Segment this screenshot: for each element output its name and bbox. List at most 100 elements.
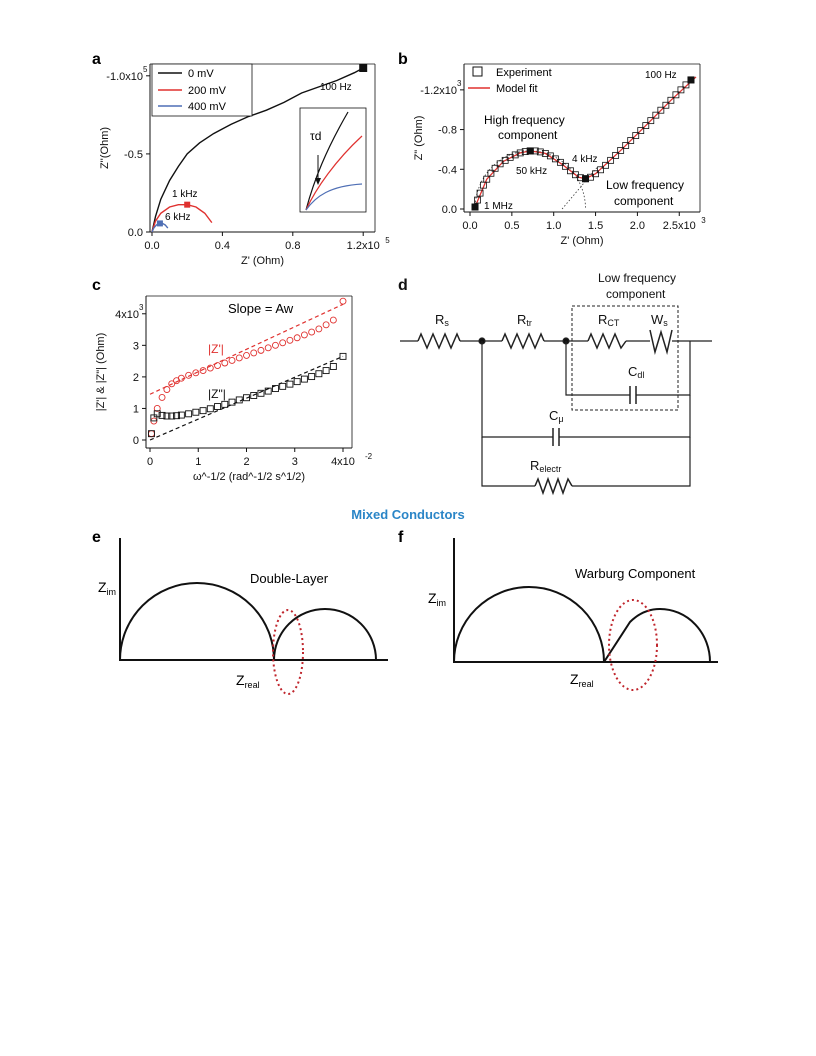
panel-c-zimag-point [308, 373, 316, 381]
panel-c-zreal-point [300, 331, 308, 339]
legend-swatch-experiment [472, 66, 483, 77]
panel-c-zreal-point [257, 346, 265, 354]
inset-line-400mv [305, 183, 363, 211]
panel-a-x-tick-label: 0.8 [285, 240, 300, 252]
panel-b-experiment-point [652, 111, 660, 119]
legend-entry-0mv: 0 mV [188, 68, 214, 80]
panel-c-zreal-point [206, 364, 214, 372]
panel-b-x-exponent: 3 [701, 216, 706, 225]
panel-b-y-exponent: 3 [457, 79, 462, 88]
panel-c-zreal-point [158, 393, 166, 401]
panel-b-marker-4khz [582, 175, 590, 183]
panel-a-marker-6khz [156, 220, 163, 227]
panel-c-zimag-point [214, 403, 222, 411]
panel-b-y-tick-label: -0.4 [438, 164, 457, 176]
panel-c-x-tick-label: 1 [195, 456, 201, 468]
panel-c-zreal-point [221, 359, 229, 367]
panel-c-zreal-point [228, 357, 236, 364]
panel-e: e Double-Layer Zim Zreal [92, 529, 388, 695]
label-ws: Ws [651, 312, 668, 328]
semicircle-e-high [119, 582, 275, 661]
panel-b-y-tick-label: -0.8 [438, 125, 457, 137]
semicircle-f-high [453, 586, 605, 663]
panel-label-a: a [92, 51, 101, 68]
panel-c-fit-line-0 [149, 303, 344, 395]
panel-c-fit-line-1 [149, 355, 344, 441]
annotation-100hz: 100 Hz [320, 82, 352, 93]
panel-b-plot: 0.0 0.5 1.0 1.5 2.0 2.5x10 3 0.0 -0.4 -0.8 -1.2x10… [413, 63, 706, 247]
panel-b-experiment-point [647, 117, 655, 125]
panel-c-zreal-point [322, 321, 330, 329]
annotation-50khz: 50 kHz [516, 166, 547, 177]
panel-b-experiment-point [551, 155, 559, 163]
panel-c-zreal-point [272, 341, 279, 349]
panel-c-zimag-point [272, 385, 279, 393]
label-rct: RCT [598, 312, 620, 328]
panel-c-x-tick-label: 2 [243, 456, 249, 468]
capacitor-cdl [629, 386, 637, 404]
x-axis-label-e: Zreal [236, 672, 260, 690]
panel-c-zreal-point [308, 328, 316, 336]
label-rtr: Rtr [517, 312, 532, 328]
schematic-title-e: Double-Layer [250, 571, 329, 586]
panel-c-zreal-point [286, 336, 294, 344]
panel-c-y-tick-label: 4x10 [115, 309, 139, 321]
panel-a-series-line-1 [151, 203, 213, 233]
resistor-rs [417, 332, 461, 350]
panel-label-c: c [92, 277, 101, 294]
highlight-ellipse-f [608, 599, 658, 691]
panel-a-legend: 0 mV 200 mV 400 mV [151, 63, 253, 117]
panel-c-zimag-point [264, 387, 272, 395]
panel-b-experiment-point [612, 151, 620, 159]
panel-c-zimag-point [250, 392, 258, 399]
label-cdl: Cdl [628, 364, 644, 380]
panel-label-f: f [398, 529, 404, 546]
panel-b-experiment-point [483, 175, 491, 183]
panel-c-x-tick-label: 4x10 [331, 456, 355, 468]
panel-b-x-label: Z' (Ohm) [560, 235, 603, 247]
panel-c-zimag-point [163, 412, 171, 420]
resistor-relectr [534, 476, 573, 496]
panel-c-zimag-point [257, 389, 265, 397]
label-cmu: Cμ [549, 408, 564, 424]
panel-b-experiment-point [632, 132, 640, 139]
panel-c-zimag-point [206, 405, 214, 413]
panel-a-marker-1khz [184, 201, 191, 208]
box-label-2: component [606, 287, 666, 301]
panel-b-experiment-point [642, 122, 650, 129]
panel-c-zreal-point [293, 334, 301, 342]
panel-b-x-tick-label: 1.0 [546, 220, 561, 232]
panel-c-zreal-point [315, 325, 323, 333]
panel-b-experiment-point [567, 167, 574, 175]
panel-c-zimag-point [315, 370, 323, 378]
panel-b-experiment-point [607, 156, 615, 164]
series-label-zreal: |Z'| [208, 342, 224, 356]
panel-c-zreal-point [199, 367, 207, 375]
panel-c-y-tick-label: 2 [133, 372, 139, 384]
panel-a-x-exponent: 5 [385, 236, 390, 245]
panel-c-zimag-point [199, 407, 207, 415]
panel-c-zimag-point [177, 411, 185, 419]
panel-a-y-exponent: 5 [143, 65, 148, 74]
panel-c-x-tick-label: 3 [292, 456, 298, 468]
panel-b-marker-100hz [687, 76, 695, 84]
panel-a-x-tick-label: 1.2x10 [347, 240, 380, 252]
annotation-4khz: 4 kHz [572, 154, 598, 165]
panel-b-experiment-point [597, 166, 604, 174]
panel-b-experiment-point [667, 96, 675, 104]
capacitor-cmu [552, 428, 560, 446]
panel-c-zimag-point [221, 400, 229, 408]
panel-b-experiment-point [516, 149, 524, 157]
panel-c-y-tick-label: 3 [133, 340, 139, 352]
panel-b-x-tick-label: 0.5 [504, 220, 519, 232]
panel-b-x-tick-label: 0.0 [462, 220, 477, 232]
panel-c-zimag-point [158, 411, 166, 419]
label-rs: Rs [435, 312, 449, 328]
panel-a-x-tick-label: 0.4 [215, 240, 230, 252]
legend-entry-400mv: 400 mV [188, 101, 227, 113]
panel-c-x-tick-label: 0 [147, 456, 153, 468]
